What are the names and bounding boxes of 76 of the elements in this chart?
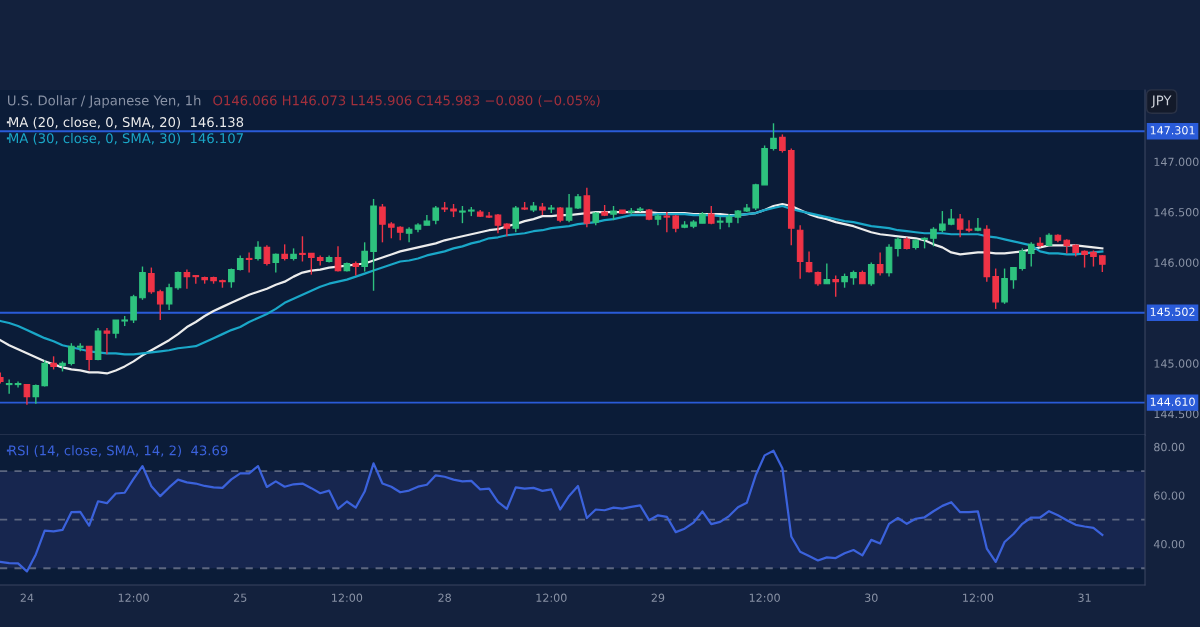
candlestick <box>432 205 440 225</box>
candlestick <box>165 282 173 311</box>
candlestick <box>512 205 520 233</box>
candlestick <box>823 262 831 285</box>
candlestick <box>663 211 671 233</box>
y-tick-label: 144.500 <box>1154 409 1199 419</box>
y-tick-label: 40.00 <box>1153 539 1185 549</box>
legend-label: RSI (14, close, SMA, 14, 2) 43.69 <box>9 445 228 457</box>
candlestick <box>112 319 120 339</box>
y-tick-label: 146.000 <box>1154 258 1199 267</box>
candlestick <box>23 383 31 406</box>
x-tick-label: 29 <box>651 593 665 602</box>
y-tick-label: 147.000 <box>1154 157 1199 166</box>
candlestick <box>183 268 191 290</box>
y-tick-label: 80.00 <box>1154 442 1185 452</box>
chart-subtitle: O146.066 H146.073 L145.906 C145.983 −0.080 (−0.05%) <box>213 95 600 107</box>
candlestick <box>14 380 22 389</box>
x-tick-label: 12:00 <box>749 593 780 602</box>
x-tick-label: 25 <box>233 593 247 602</box>
legend-label: MA (30, close, 0, SMA, 30) 146.107 <box>9 132 243 145</box>
candlestick <box>1010 266 1017 290</box>
candlestick <box>308 252 315 276</box>
candlestick <box>939 210 946 233</box>
candlestick <box>130 294 137 324</box>
candlestick <box>68 342 75 367</box>
candlestick <box>1027 241 1035 268</box>
candlestick <box>41 359 49 388</box>
candlestick <box>379 203 386 244</box>
x-tick-label: 28 <box>438 593 451 602</box>
x-tick-label: 24 <box>20 593 34 602</box>
y-tick-label: 145.000 <box>1154 359 1199 368</box>
candlestick <box>272 252 280 274</box>
ref-line-label: 145.502 <box>1150 307 1195 316</box>
candlestick <box>956 213 964 238</box>
candlestick <box>245 251 253 274</box>
candlestick <box>894 236 902 258</box>
x-tick-label: 12:00 <box>332 593 363 602</box>
candlestick <box>779 133 786 154</box>
candlestick <box>1036 236 1044 249</box>
candlestick <box>930 226 937 248</box>
candlestick <box>965 219 973 233</box>
candlestick <box>254 240 262 262</box>
candlestick <box>832 274 840 298</box>
candlestick <box>299 235 306 263</box>
candlestick <box>716 216 724 230</box>
y-axis-title: JPY <box>1151 95 1172 108</box>
chart-title: U.S. Dollar / Japanese Yen, 1h <box>8 95 201 108</box>
candlestick <box>334 245 342 273</box>
candlestick <box>770 122 777 152</box>
candlestick <box>148 266 155 295</box>
candlestick <box>85 345 93 372</box>
candlestick <box>752 183 760 211</box>
y-tick-label: 60.00 <box>1154 491 1185 500</box>
candlestick <box>156 289 164 321</box>
candlestick <box>103 327 111 355</box>
candlestick <box>867 261 875 287</box>
candlestick <box>1019 247 1026 272</box>
candlestick <box>5 378 13 395</box>
x-tick-label: 12:00 <box>963 593 994 602</box>
x-tick-label: 12:00 <box>536 593 567 602</box>
y-tick-label: 146.500 <box>1154 208 1199 217</box>
x-tick-label: 30 <box>865 593 878 602</box>
candlestick <box>805 250 813 274</box>
x-tick-label: 31 <box>1078 593 1091 602</box>
candlestick <box>494 213 502 234</box>
candlestick <box>361 241 368 273</box>
candlestick <box>876 251 884 277</box>
candlestick <box>1001 267 1008 305</box>
candlestick <box>974 217 982 232</box>
ref-line-label: 144.610 <box>1150 397 1195 406</box>
candlestick <box>405 226 413 244</box>
candlestick <box>565 193 573 223</box>
candlestick <box>263 244 271 267</box>
ref-line-label: 147.301 <box>1150 126 1195 135</box>
x-tick-label: 12:00 <box>118 593 149 602</box>
legend-label: MA (20, close, 0, SMA, 20) 146.138 <box>9 116 244 129</box>
